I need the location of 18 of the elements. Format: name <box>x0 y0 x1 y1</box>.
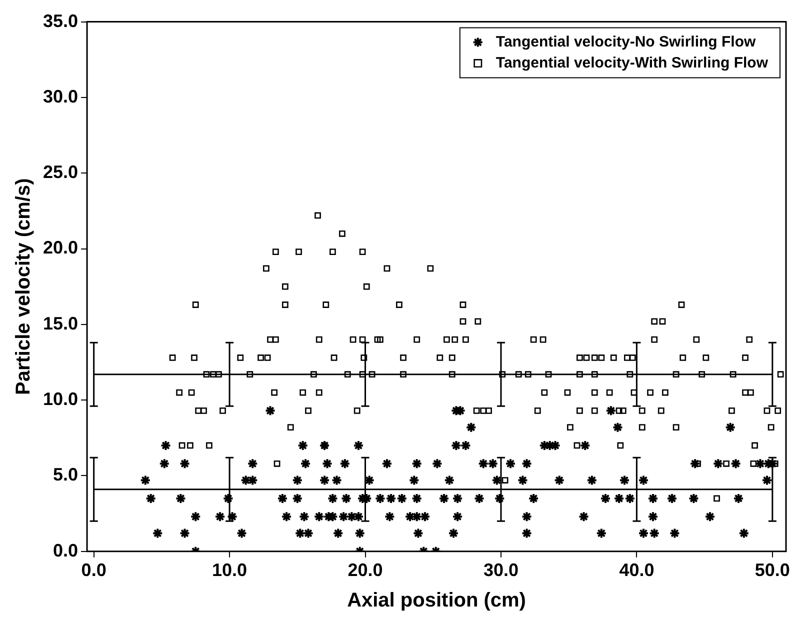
x-axis-title: Axial position (cm) <box>347 590 526 612</box>
y-tick-label: 20.0 <box>42 238 78 258</box>
y-tick-label: 5.0 <box>53 464 78 485</box>
y-tick-label: 0.0 <box>53 540 78 560</box>
x-tick-label: 20.0 <box>348 560 383 580</box>
y-tick-label: 30.0 <box>42 86 78 106</box>
x-tick-label: 0.0 <box>81 560 106 580</box>
y-axis-title: Particle velocity (cm/s) <box>12 178 35 395</box>
x-tick-label: 10.0 <box>212 560 248 580</box>
legend-label: Tangential velocity-No Swirling Flow <box>496 33 756 50</box>
y-tick-label: 25.0 <box>42 162 78 182</box>
y-tick-label: 35.0 <box>42 10 78 31</box>
y-tick-label: 10.0 <box>42 389 78 410</box>
x-tick-label: 30.0 <box>483 560 519 580</box>
legend-label: Tangential velocity-With Swirling Flow <box>496 54 768 72</box>
x-tick-label: 40.0 <box>619 560 654 580</box>
y-tick-label: 15.0 <box>42 313 78 334</box>
x-tick-label: 50.0 <box>754 560 790 580</box>
